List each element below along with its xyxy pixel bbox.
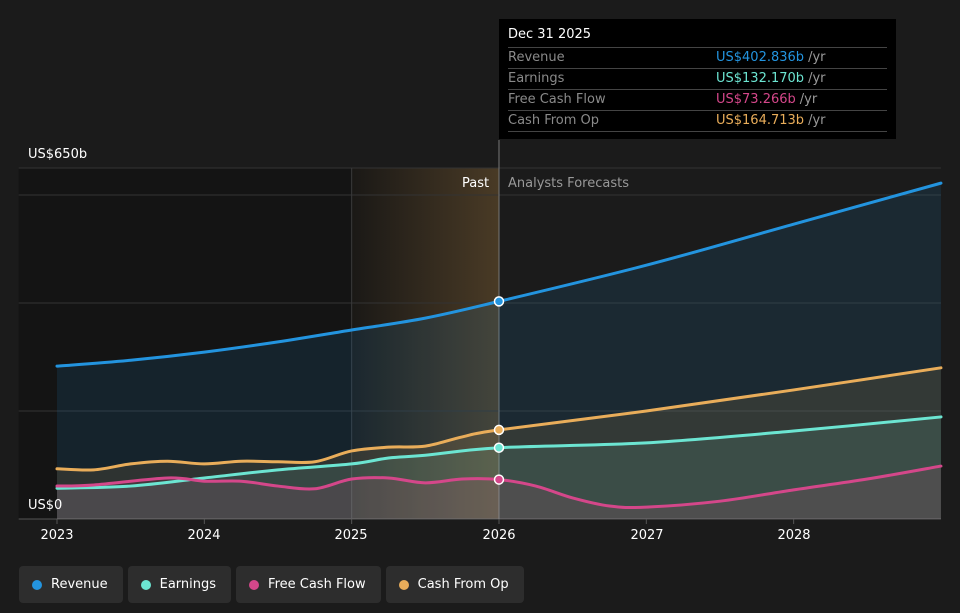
tooltip-unit: /yr: [799, 92, 818, 107]
x-tick-2024: 2024: [187, 528, 221, 543]
earnings-marker: [493, 442, 505, 453]
fcf-dot-icon: [249, 579, 260, 590]
tooltip-unit: /yr: [808, 71, 826, 86]
past-label: Past: [462, 176, 490, 191]
legend-label: Cash From Op: [417, 577, 509, 592]
x-tick-2027: 2027: [630, 528, 664, 543]
revenue-area: [57, 183, 941, 519]
tooltip: Dec 31 2025 Revenue US$402.836b /yr Earn…: [499, 19, 896, 139]
tooltip-value: US$132.170b: [716, 71, 805, 86]
tooltip-label: Free Cash Flow: [508, 92, 606, 107]
tooltip-label: Earnings: [508, 71, 565, 86]
legend-label: Free Cash Flow: [268, 577, 366, 592]
tooltip-unit: /yr: [808, 50, 826, 65]
free-cash-flow-marker: [493, 474, 505, 485]
free-cash-flow-line: [55, 464, 943, 510]
x-tick-2023: 2023: [40, 528, 74, 543]
tooltip-value: US$164.713b: [716, 113, 805, 128]
legend: Revenue Earnings Free Cash Flow Cash Fro…: [19, 566, 524, 603]
tooltip-value: US$73.266b: [716, 92, 796, 107]
revenue-dot-icon: [32, 579, 42, 590]
revenue-line: [55, 181, 943, 368]
legend-item-cfo[interactable]: Cash From Op: [385, 566, 524, 603]
y-axis-zero-label: US$0: [28, 498, 63, 513]
cash-from-op-line: [55, 366, 943, 472]
legend-item-revenue[interactable]: Revenue: [19, 566, 123, 603]
cfo-dot-icon: [398, 579, 409, 590]
legend-label: Revenue: [51, 577, 108, 592]
tooltip-date: Dec 31 2025: [508, 27, 887, 48]
legend-item-earnings[interactable]: Earnings: [127, 566, 232, 603]
x-tick-2028: 2028: [777, 528, 811, 543]
forecast-label: Analysts Forecasts: [508, 176, 629, 191]
tooltip-unit: /yr: [808, 113, 826, 128]
tooltip-value: US$402.836b: [716, 50, 805, 65]
tooltip-label: Cash From Op: [508, 113, 600, 128]
revenue-marker: [493, 296, 505, 307]
free-cash-flow-area: [57, 466, 941, 519]
tooltip-row-earnings: Earnings US$132.170b /yr: [508, 69, 887, 90]
tooltip-row-fcf: Free Cash Flow US$73.266b /yr: [508, 90, 887, 111]
legend-item-fcf[interactable]: Free Cash Flow: [236, 566, 381, 603]
earnings-dot-icon: [140, 579, 151, 590]
tooltip-row-revenue: Revenue US$402.836b /yr: [508, 48, 887, 69]
x-tick-2025: 2025: [334, 528, 368, 543]
tooltip-row-cfo: Cash From Op US$164.713b /yr: [508, 111, 887, 132]
x-tick-2026: 2026: [482, 528, 516, 543]
legend-label: Earnings: [159, 577, 217, 592]
cash-from-op-marker: [493, 424, 505, 436]
y-axis-max-label: US$650b: [28, 147, 88, 162]
tooltip-label: Revenue: [508, 50, 565, 65]
earnings-area: [57, 416, 941, 519]
